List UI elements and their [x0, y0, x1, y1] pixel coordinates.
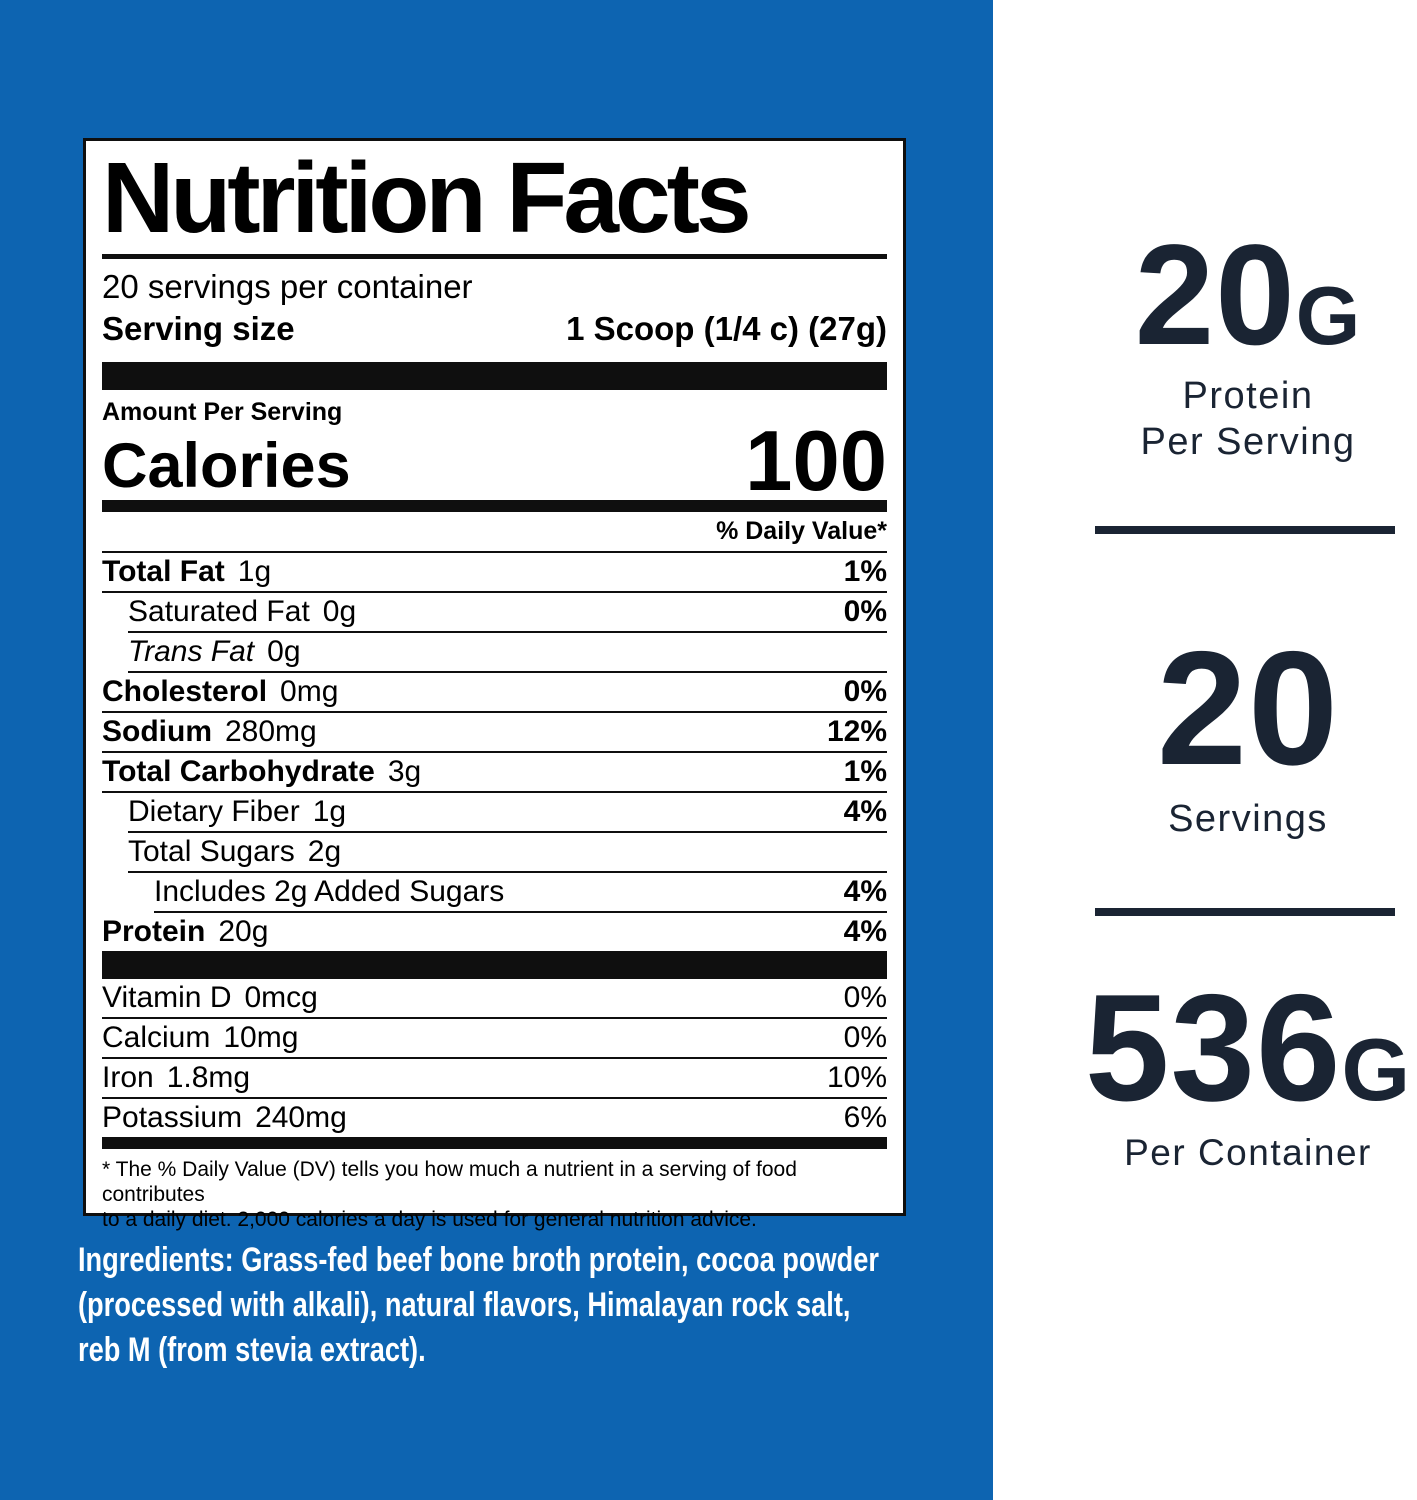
separator-bar-medium — [102, 500, 887, 513]
stats-side-panel: 20G Protein Per Serving 20 Servings 536G… — [993, 0, 1417, 1500]
container-grams-value: 536 — [1084, 963, 1342, 1133]
daily-value-header: % Daily Value* — [102, 512, 887, 553]
nutrient-rows: Total Fat 1g 1% Saturated Fat 0g 0% Trans … — [102, 553, 887, 951]
nutrient-row-trans-fat: Trans Fat 0g — [128, 633, 887, 673]
nutrient-row-total-carbohydrate: Total Carbohydrate 3g 1% — [102, 753, 887, 793]
daily-value-footnote: * The % Daily Value (DV) tells you how m… — [102, 1157, 797, 1232]
nutrient-row-protein: Protein 20g 4% — [102, 914, 887, 948]
nutrient-row-sodium: Sodium 280mg 12% — [102, 713, 887, 753]
stat-protein-per-serving: 20G Protein Per Serving — [1073, 224, 1417, 466]
serving-size-value: 1 Scoop (1/4 c) (27g) — [566, 309, 887, 347]
stat-divider-1 — [1095, 526, 1395, 534]
nutrient-row-saturated-fat: Saturated Fat 0g 0% — [128, 593, 887, 633]
micronutrient-row-calcium: Calcium 10mg 0% — [102, 1019, 887, 1059]
title-rule — [102, 254, 887, 259]
stat-servings: 20 Servings — [1073, 628, 1417, 842]
calories-label: Calories — [102, 431, 351, 502]
serving-size-row: Serving size 1 Scoop (1/4 c) (27g) — [102, 309, 887, 349]
servings-count-value: 20 — [1156, 618, 1340, 799]
nutrient-row-cholesterol: Cholesterol 0mg 0% — [102, 673, 887, 713]
ingredients-text: Ingredients: Grass-fed beef bone broth p… — [78, 1241, 879, 1369]
stat-caption: Servings — [1168, 798, 1328, 840]
micronutrient-row-potassium: Potassium 240mg 6% — [102, 1100, 887, 1134]
micronutrient-row-iron: Iron 1.8mg 10% — [102, 1059, 887, 1099]
nutrient-row-dietary-fiber: Dietary Fiber 1g 4% — [128, 793, 887, 833]
stat-caption: Per Container — [1124, 1132, 1372, 1173]
separator-bar-medium-2 — [102, 1136, 887, 1149]
micronutrient-rows: Vitamin D 0mcg 0% Calcium 10mg 0% Iron 1.8m… — [102, 979, 887, 1137]
nutrient-row-total-fat: Total Fat 1g 1% — [102, 553, 887, 593]
container-grams-unit: G — [1341, 1020, 1412, 1119]
micronutrient-row-vitamin-d: Vitamin D 0mcg 0% — [102, 979, 887, 1019]
stat-caption: Protein Per Serving — [1140, 375, 1356, 464]
calories-value: 100 — [745, 414, 887, 510]
nutrient-row-added-sugars: Includes 2g Added Sugars 4% — [154, 873, 887, 913]
servings-per-container: 20 servings per container — [102, 268, 473, 305]
protein-grams-unit: G — [1295, 269, 1362, 362]
separator-bar-thick-2 — [102, 950, 887, 979]
serving-size-label: Serving size — [102, 309, 295, 347]
label-title: Nutrition Facts — [102, 142, 752, 254]
stat-divider-2 — [1095, 908, 1395, 916]
stat-per-container: 536G Per Container — [1073, 972, 1417, 1175]
protein-grams-value: 20 — [1134, 216, 1296, 375]
nutrient-row-total-sugars: Total Sugars 2g — [128, 833, 887, 873]
nutrition-facts-label: Nutrition Facts 20 servings per containe… — [83, 138, 906, 1231]
amount-per-serving: Amount Per Serving — [102, 397, 343, 426]
separator-bar-thick — [102, 361, 887, 390]
calories-row: Calories 100 — [102, 414, 887, 510]
